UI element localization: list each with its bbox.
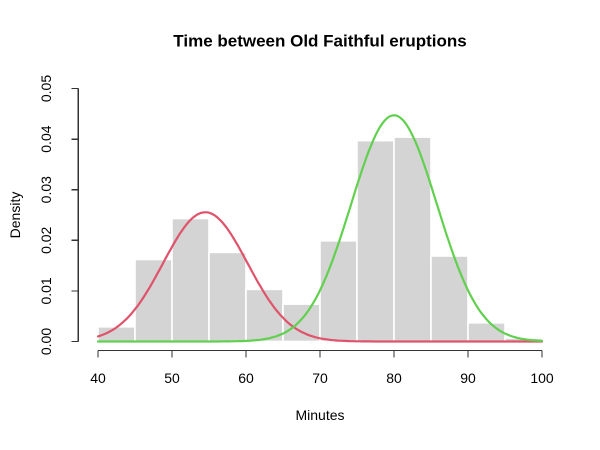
- y-tick-label: 0.02: [38, 226, 54, 253]
- x-tick-label: 100: [530, 370, 554, 386]
- chart-title: Time between Old Faithful eruptions: [173, 32, 466, 51]
- y-tick-label: 0.05: [38, 75, 54, 102]
- y-tick-label: 0.03: [38, 176, 54, 203]
- density-curve-long-interval-component: [96, 114, 544, 343]
- histogram-bar: [430, 255, 469, 343]
- density-curves: [96, 114, 544, 343]
- axes: 40 50 60 70 80 90 100 0.00 0.01 0.02 0.03 0.04 0.05: [38, 75, 554, 386]
- histogram-bar: [319, 240, 358, 343]
- y-axis-title: Density: [7, 192, 23, 239]
- x-tick-label: 70: [312, 370, 328, 386]
- histogram-bar: [245, 288, 284, 343]
- x-tick-label: 90: [460, 370, 476, 386]
- y-tick-label: 0.04: [38, 125, 54, 152]
- y-tick-label: 0.01: [38, 277, 54, 304]
- x-tick-label: 60: [238, 370, 254, 386]
- x-axis-title: Minutes: [295, 407, 344, 423]
- x-tick-label: 80: [386, 370, 402, 386]
- density-curve-short-interval-component: [96, 211, 544, 343]
- x-tick-label: 50: [164, 370, 180, 386]
- x-tick-label: 40: [90, 370, 106, 386]
- histogram-bar: [467, 321, 506, 343]
- histogram-bar: [208, 251, 247, 343]
- y-tick-label: 0.00: [38, 328, 54, 355]
- histogram-bars: [97, 136, 543, 343]
